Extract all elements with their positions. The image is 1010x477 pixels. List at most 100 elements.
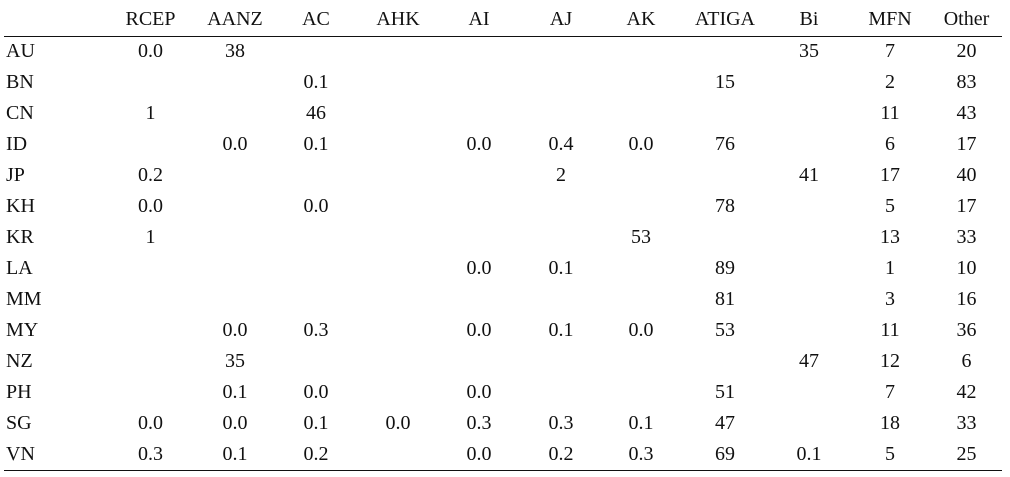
row-label: VN — [4, 439, 104, 471]
table-cell — [769, 377, 849, 408]
table-cell — [601, 160, 681, 191]
table-cell: 83 — [956, 71, 977, 93]
table-row: JP 0.2 2 41 17 40 — [4, 160, 1002, 191]
table-cell — [197, 253, 273, 284]
table-cell: 0.4 — [548, 133, 574, 155]
table-cell: 0.0 — [222, 319, 248, 341]
table-cell: 89 — [715, 257, 735, 279]
table-cell: 0.3 — [466, 412, 492, 434]
table-cell: 0.0 — [222, 412, 248, 434]
table-cell — [769, 129, 849, 160]
table-cell — [521, 67, 601, 98]
table-row: LA 0.0 0.1 89 1 10 — [4, 253, 1002, 284]
row-label: MY — [6, 319, 39, 341]
header-cell-atiga: ATIGA — [681, 4, 769, 37]
table-cell: 17 — [956, 133, 977, 155]
table-cell — [104, 129, 197, 160]
table-cell — [681, 160, 769, 191]
header-cell-rcep: RCEP — [104, 4, 197, 37]
table-cell — [601, 36, 681, 67]
table-cell — [273, 222, 359, 253]
row-label: MM — [6, 288, 42, 310]
table-cell: 5 — [885, 195, 895, 217]
table-cell — [769, 191, 849, 222]
table-cell — [681, 98, 769, 129]
table-cell — [437, 67, 521, 98]
table-cell — [273, 36, 359, 67]
table-cell: 0.0 — [466, 133, 492, 155]
table-cell — [681, 222, 769, 253]
table-cell — [197, 98, 273, 129]
table-cell — [521, 191, 601, 222]
table-cell: 2 — [885, 71, 895, 93]
table-cell: 0.2 — [138, 164, 163, 186]
table-row: PH 0.1 0.0 0.0 51 7 42 — [4, 377, 1002, 408]
header-cell-ahk: AHK — [359, 4, 437, 37]
table-row: AU 0.0 38 35 7 20 — [4, 36, 1002, 67]
table-cell: 0.1 — [548, 319, 574, 341]
table-cell — [359, 222, 437, 253]
row-label: SG — [6, 412, 32, 434]
table-cell: 3 — [885, 288, 895, 310]
row-label: PH — [6, 381, 32, 403]
table-cell: 12 — [880, 350, 900, 372]
row-label: AU — [6, 40, 35, 63]
table-cell: 0.1 — [222, 381, 248, 403]
row-label: BN — [6, 71, 34, 93]
table-cell: 0.0 — [138, 412, 163, 434]
table-cell: 16 — [956, 288, 977, 310]
table-cell — [273, 284, 359, 315]
table-row: KH 0.0 0.0 78 5 17 — [4, 191, 1002, 222]
table-cell: 0.0 — [628, 319, 654, 341]
table-cell — [521, 346, 601, 377]
table-cell: 1 — [145, 226, 156, 248]
table-cell: 5 — [849, 439, 931, 471]
table-row: NZ 35 47 12 6 — [4, 346, 1002, 377]
table-cell: 53 — [631, 226, 651, 248]
table-row: MY 0.0 0.3 0.0 0.1 0.0 53 11 36 — [4, 315, 1002, 346]
table-cell: 0.0 — [466, 257, 492, 279]
table-cell: 18 — [880, 412, 900, 434]
table-cell — [359, 67, 437, 98]
table-cell — [681, 36, 769, 67]
table-cell — [197, 222, 273, 253]
table-cell: 0.1 — [303, 412, 329, 434]
row-label: ID — [6, 133, 28, 155]
table-cell: 25 — [931, 439, 1002, 471]
table-cell: 0.1 — [548, 257, 574, 279]
table-cell: 43 — [956, 102, 977, 124]
table-cell — [437, 222, 521, 253]
table-cell — [359, 36, 437, 67]
table-cell: 53 — [715, 319, 735, 341]
table-cell — [521, 36, 601, 67]
table-cell: 20 — [956, 40, 977, 63]
table-cell — [104, 284, 197, 315]
row-label: NZ — [6, 350, 33, 372]
table-cell: 78 — [715, 195, 735, 217]
table-cell — [769, 284, 849, 315]
table-cell — [521, 284, 601, 315]
table-cell: 41 — [799, 164, 819, 186]
row-label: KH — [6, 195, 35, 217]
table-cell: 6 — [961, 350, 972, 372]
table-cell: 33 — [956, 412, 977, 434]
table-cell — [601, 284, 681, 315]
table-cell — [769, 222, 849, 253]
table-cell: 10 — [956, 257, 977, 279]
table-cell: 35 — [799, 40, 819, 63]
table-cell — [437, 191, 521, 222]
header-cell-aj: AJ — [521, 4, 601, 37]
table-cell: 38 — [225, 40, 245, 63]
table-cell — [359, 439, 437, 471]
table-cell: 36 — [956, 319, 977, 341]
data-table: RCEP AANZ AC AHK AI AJ AK ATIGA Bi MFN Other AU 0.0… — [4, 4, 1002, 471]
table-cell — [437, 98, 521, 129]
table-cell — [197, 67, 273, 98]
table-cell: 17 — [956, 195, 977, 217]
table-cell: 0.3 — [104, 439, 197, 471]
table-cell — [359, 191, 437, 222]
table-body: AU 0.0 38 35 7 20 BN 0.1 15 2 83 CN 1 46 11 43 ID 0.0 0.1 0… — [4, 36, 1002, 471]
table-row: CN 1 46 11 43 — [4, 98, 1002, 129]
table-row: KR 1 53 13 33 — [4, 222, 1002, 253]
table-cell — [104, 253, 197, 284]
